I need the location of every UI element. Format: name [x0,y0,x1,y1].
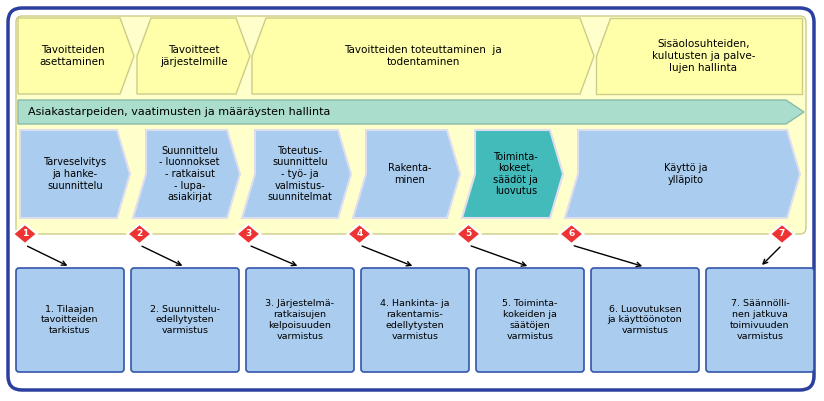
Text: 5. Toiminta-
kokeiden ja
säätöjen
varmistus: 5. Toiminta- kokeiden ja säätöjen varmis… [503,300,558,340]
Text: Tavoitteet
järjestelmille: Tavoitteet järjestelmille [160,45,227,67]
Text: 6. Luovutuksen
ja käyttöönoton
varmistus: 6. Luovutuksen ja käyttöönoton varmistus [607,305,682,335]
Text: 1: 1 [22,229,28,239]
Text: 1. Tilaajan
tavoitteiden
tarkistus: 1. Tilaajan tavoitteiden tarkistus [41,305,99,335]
Text: 5: 5 [466,229,471,239]
Text: 3. Järjestelmä-
ratkaisujen
kelpoisuuden
varmistus: 3. Järjestelmä- ratkaisujen kelpoisuuden… [265,300,335,340]
Polygon shape [770,224,794,244]
Polygon shape [242,130,351,218]
Text: 7: 7 [779,229,785,239]
Text: 7. Säännölli-
nen jatkuva
toimivuuden
varmistus: 7. Säännölli- nen jatkuva toimivuuden va… [730,300,789,340]
Polygon shape [559,224,583,244]
FancyBboxPatch shape [16,16,806,234]
Text: 3: 3 [246,229,251,239]
Polygon shape [18,100,804,124]
Text: Tavoitteiden
asettaminen: Tavoitteiden asettaminen [40,45,105,67]
Polygon shape [348,224,372,244]
Text: Sisäolosuhteiden,
kulutusten ja palve-
lujen hallinta: Sisäolosuhteiden, kulutusten ja palve- l… [652,38,756,73]
Polygon shape [137,18,250,94]
Text: 4. Hankinta- ja
rakentamis-
edellytysten
varmistus: 4. Hankinta- ja rakentamis- edellytysten… [380,300,450,340]
Text: 4: 4 [356,229,363,239]
FancyBboxPatch shape [706,268,814,372]
FancyBboxPatch shape [591,268,699,372]
Polygon shape [353,130,460,218]
Polygon shape [236,224,260,244]
Text: 2: 2 [137,229,143,239]
Polygon shape [596,18,802,94]
Text: 2. Suunnittelu-
edellytysten
varmistus: 2. Suunnittelu- edellytysten varmistus [150,305,220,335]
Text: Tarveselvitys
ja hanke-
suunnittelu: Tarveselvitys ja hanke- suunnittelu [44,158,106,190]
Polygon shape [456,224,480,244]
FancyBboxPatch shape [16,268,124,372]
Text: Toteutus-
suunnittelu
- työ- ja
valmistus-
suunnitelmat: Toteutus- suunnittelu - työ- ja valmistu… [267,146,332,202]
Text: Tavoitteiden toteuttaminen  ja
todentaminen: Tavoitteiden toteuttaminen ja todentamin… [344,45,502,67]
Polygon shape [462,130,563,218]
FancyBboxPatch shape [361,268,469,372]
Polygon shape [133,130,240,218]
FancyBboxPatch shape [476,268,584,372]
FancyBboxPatch shape [246,268,354,372]
Polygon shape [252,18,594,94]
Polygon shape [128,224,152,244]
Text: Käyttö ja
ylläpito: Käyttö ja ylläpito [664,163,708,185]
Polygon shape [13,224,37,244]
Polygon shape [20,130,130,218]
Polygon shape [18,18,134,94]
Text: Asiakastarpeiden, vaatimusten ja määräysten hallinta: Asiakastarpeiden, vaatimusten ja määräys… [28,107,330,117]
FancyBboxPatch shape [8,8,814,390]
Polygon shape [565,130,800,218]
Text: Rakenta-
minen: Rakenta- minen [388,163,432,185]
Text: 6: 6 [569,229,574,239]
Text: Toiminta-
kokeet,
säädöt ja
luovutus: Toiminta- kokeet, säädöt ja luovutus [494,152,538,196]
Text: Suunnittelu
- luonnokset
- ratkaisut
- lupa-
asiakirjat: Suunnittelu - luonnokset - ratkaisut - l… [160,146,220,202]
FancyBboxPatch shape [131,268,239,372]
